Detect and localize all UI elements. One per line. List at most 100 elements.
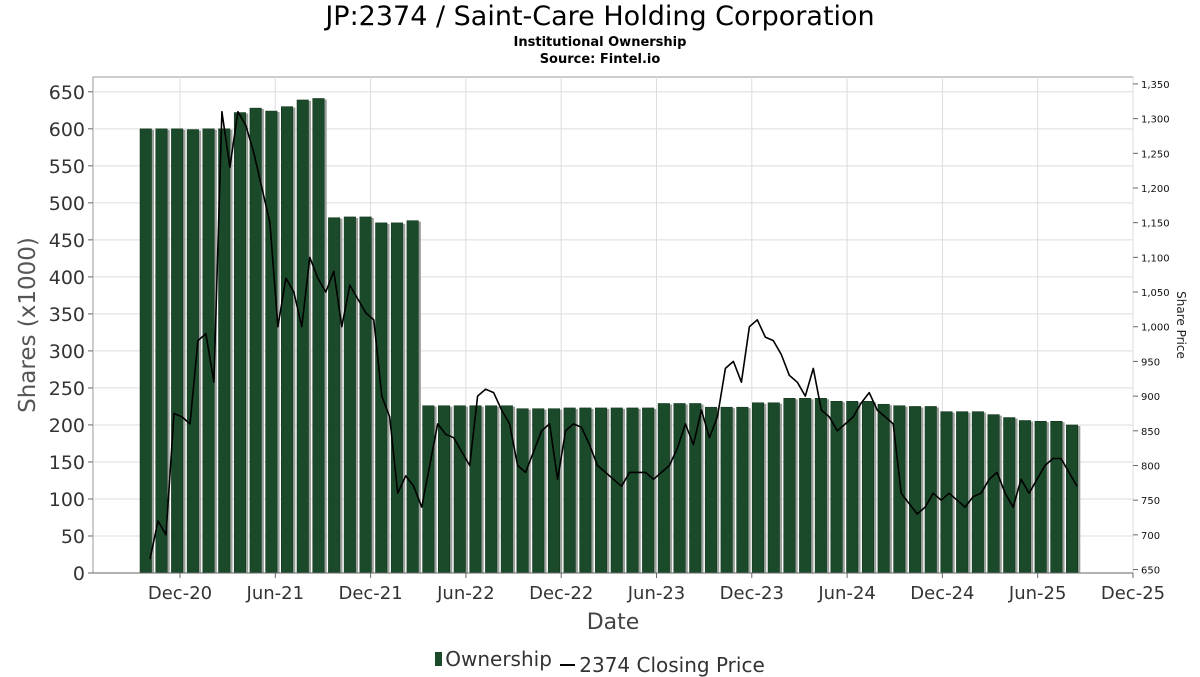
ownership-bar: [171, 128, 184, 574]
x-tick-label: Dec-23: [720, 583, 784, 604]
ownership-bar: [312, 98, 325, 574]
ownership-bar: [626, 407, 639, 574]
y-tick-label: 150: [49, 452, 85, 474]
y-axis-label: Shares (x1000): [15, 237, 41, 413]
y-tick-label: 400: [49, 267, 85, 289]
ownership-bar: [516, 408, 529, 574]
ownership-bar: [233, 112, 246, 574]
legend-price-swatch: [560, 664, 576, 666]
ownership-bar: [406, 220, 419, 574]
ownership-bar: [752, 402, 765, 574]
ownership-bar: [343, 216, 356, 574]
y2-tick-label: 950: [1141, 357, 1160, 368]
y2-tick-label: 900: [1141, 392, 1160, 403]
y-axis-right: 650 700 750 800 850 900 950 1,000 1,050 1,100 1,15…: [1133, 80, 1170, 577]
ownership-bar: [579, 407, 592, 574]
ownership-bar: [595, 407, 608, 574]
legend-price[interactable]: 2374 Closing Price: [558, 653, 765, 677]
y2-tick-label: 1,050: [1141, 288, 1170, 299]
ownership-bar: [139, 128, 152, 574]
x-tick-label: Dec-21: [338, 583, 402, 604]
y-tick-label: 650: [49, 82, 85, 104]
ownership-bar: [861, 401, 874, 574]
chart-subtitle: Institutional Ownership: [513, 35, 687, 50]
x-tick-label: Jun-21: [246, 583, 305, 604]
x-axis-label: Date: [587, 610, 640, 635]
ownership-bar: [814, 398, 827, 574]
y2-tick-label: 1,300: [1141, 115, 1170, 126]
y2-tick-label: 1,200: [1141, 184, 1170, 195]
price-line-group: [149, 110, 1078, 560]
x-axis: Dec-20 Jun-21 Dec-21 Jun-22 Dec-22 Jun-23 Dec-…: [93, 572, 1165, 604]
y-axis-left: 0 50 100 150 200 250 300 350 400 450 500 550 600 650: [49, 82, 93, 585]
ownership-bar: [485, 405, 498, 574]
ownership-bar: [296, 99, 309, 574]
ownership-bar: [359, 216, 372, 574]
ownership-bar: [909, 406, 922, 574]
y-tick-label: 0: [73, 563, 85, 585]
ownership-bar: [924, 406, 937, 574]
ownership-bar: [642, 407, 655, 574]
ownership-bar: [893, 405, 906, 574]
legend-ownership[interactable]: Ownership: [435, 647, 552, 671]
x-tick-label: Jun-22: [436, 583, 495, 604]
x-tick-label: Dec-25: [1101, 583, 1165, 604]
y2-tick-label: 1,000: [1141, 323, 1170, 334]
ownership-bar: [657, 403, 670, 574]
x-tick-label: Jun-24: [817, 583, 876, 604]
ownership-bar: [532, 408, 545, 574]
y2-tick-label: 750: [1141, 496, 1160, 507]
ownership-bar: [155, 128, 168, 574]
y-tick-label: 450: [49, 230, 85, 252]
ownership-bar: [956, 411, 969, 574]
y2-tick-label: 1,150: [1141, 219, 1170, 230]
y2-tick-label: 650: [1141, 566, 1160, 577]
y-tick-label: 50: [61, 526, 85, 548]
x-tick-label: Dec-20: [148, 583, 212, 604]
ownership-bar: [1050, 420, 1063, 574]
x-tick-label: Jun-25: [1008, 583, 1067, 604]
x-tick-label: Dec-24: [910, 583, 974, 604]
y2-axis-label: Share Price: [1174, 291, 1188, 359]
ownership-bar: [689, 403, 702, 574]
ownership-bar: [610, 407, 623, 574]
ownership-bar: [736, 406, 749, 574]
ownership-bar: [940, 411, 953, 574]
ownership-bar: [987, 414, 1000, 574]
ownership-bar: [783, 398, 796, 574]
ownership-bar: [281, 106, 294, 574]
ownership-bar: [547, 408, 560, 574]
y-tick-label: 600: [49, 119, 85, 141]
chart-title: JP:2374 / Saint-Care Holding Corporation: [325, 1, 875, 32]
y-tick-label: 550: [49, 156, 85, 178]
ownership-bar: [1018, 420, 1031, 574]
y2-tick-label: 800: [1141, 461, 1160, 472]
ownership-bar: [1003, 417, 1016, 574]
ownership-bar: [1034, 420, 1047, 574]
ownership-bar: [218, 128, 231, 574]
y2-tick-label: 700: [1141, 531, 1160, 542]
y2-tick-label: 850: [1141, 427, 1160, 438]
ownership-bar: [877, 403, 890, 574]
y-tick-label: 200: [49, 415, 85, 437]
x-tick-label: Jun-23: [627, 583, 686, 604]
ownership-bar: [469, 405, 482, 574]
y2-tick-label: 1,100: [1141, 253, 1170, 264]
ownership-bar: [767, 402, 780, 574]
legend-price-label: 2374 Closing Price: [579, 653, 765, 677]
y2-tick-label: 1,250: [1141, 149, 1170, 160]
ownership-bar: [265, 110, 278, 574]
y2-tick-label: 1,350: [1141, 80, 1170, 91]
ownership-bar: [799, 398, 812, 574]
legend-ownership-label: Ownership: [445, 647, 552, 671]
ownership-bar: [390, 222, 403, 574]
x-tick-label: Dec-22: [529, 583, 593, 604]
ownership-bar: [846, 401, 859, 574]
ownership-bar: [1066, 424, 1079, 574]
legend: Ownership 2374 Closing Price: [0, 647, 1200, 677]
y-tick-label: 350: [49, 304, 85, 326]
price-line: [149, 110, 1078, 560]
ownership-bar: [375, 222, 388, 574]
y-tick-label: 300: [49, 341, 85, 363]
